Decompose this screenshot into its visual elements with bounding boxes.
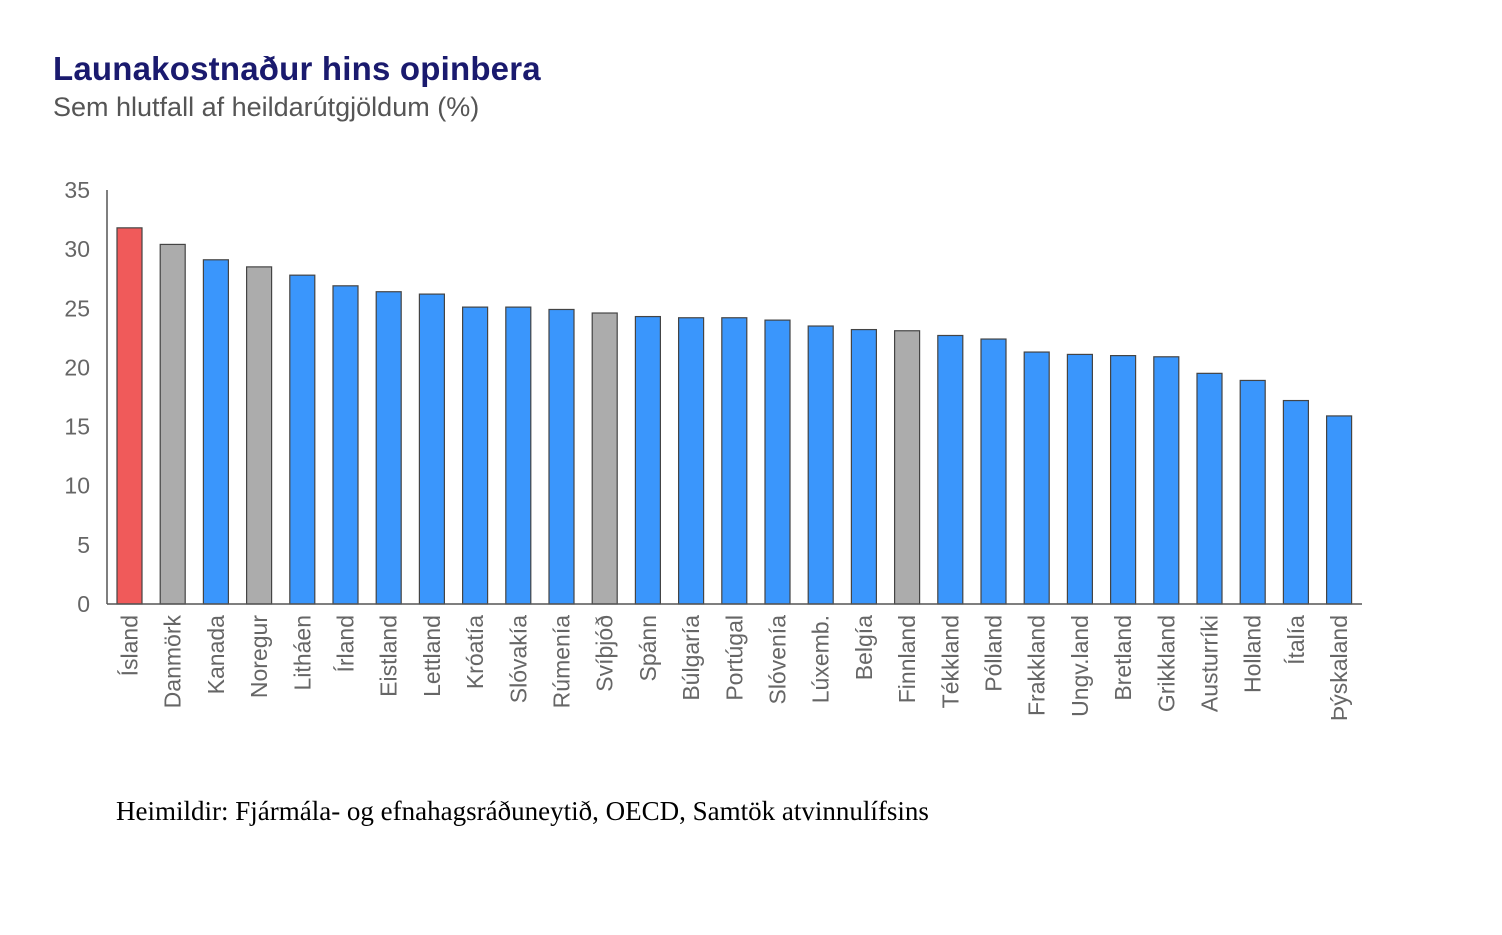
bar-Portúgal <box>721 317 748 605</box>
bar-Búlgaría <box>677 317 705 605</box>
x-category-label: Frakkland <box>1024 615 1050 716</box>
x-category-label: Portúgal <box>721 615 747 701</box>
bar-Grikkland <box>1153 356 1180 605</box>
y-tick-label: 5 <box>77 532 90 558</box>
x-category-label: Belgía <box>851 615 877 680</box>
source-note: Heimildir: Fjármála- og efnahagsráðuneyt… <box>116 796 929 826</box>
bar-Tékkland <box>937 334 964 605</box>
x-category-label: Bretland <box>1110 615 1136 701</box>
x-category-label: Lettland <box>419 615 445 697</box>
bar-Litháen <box>289 274 316 605</box>
bar-Ítalía <box>1282 399 1310 605</box>
bar-Danmörk <box>159 243 186 605</box>
bar-Lúxemb. <box>807 325 834 605</box>
bar-Lettland <box>418 293 445 605</box>
bar-Spánn <box>634 315 662 605</box>
x-category-label: Noregur <box>246 615 272 698</box>
x-category-label: Grikkland <box>1153 615 1179 712</box>
x-category-label: Ungv.land <box>1067 615 1093 717</box>
y-tick-label: 25 <box>64 295 90 321</box>
bar-Ungv.land <box>1066 353 1094 605</box>
x-category-label: Spánn <box>635 615 661 682</box>
y-tick-label: 15 <box>64 414 90 440</box>
x-category-label: Ísland <box>117 615 143 676</box>
x-category-label: Danmörk <box>160 615 186 709</box>
x-category-label: Króatía <box>462 615 488 689</box>
y-tick-label: 10 <box>64 473 90 499</box>
bar-Þýskaland <box>1325 415 1353 605</box>
bar-Eistland <box>375 291 402 605</box>
bar-Rúmenía <box>548 308 575 605</box>
bar-Frakkland <box>1023 351 1050 605</box>
bar-Svíþjóð <box>591 312 618 605</box>
x-category-label: Austurríki <box>1197 615 1223 712</box>
bar-Austurríki <box>1196 372 1223 605</box>
x-category-label: Finnland <box>894 615 920 703</box>
bar-Ísland <box>116 227 143 605</box>
bar-Finnland <box>893 330 921 605</box>
x-category-label: Eistland <box>376 615 402 697</box>
bar-Slóvenía <box>764 319 791 605</box>
y-tick-label: 35 <box>64 177 90 203</box>
x-category-label: Holland <box>1240 615 1266 693</box>
x-category-label: Slóvenía <box>765 615 791 705</box>
chart-title: Launakostnaður hins opinbera <box>53 50 541 87</box>
chart-subtitle: Sem hlutfall af heildarútgjöldum (%) <box>53 92 480 122</box>
bar-Írland <box>332 285 359 605</box>
x-category-label: Pólland <box>981 615 1007 692</box>
x-category-label: Rúmenía <box>549 615 575 709</box>
y-tick-label: 0 <box>77 591 90 617</box>
bar-Noregur <box>246 266 273 605</box>
y-tick-label: 20 <box>64 354 90 380</box>
x-category-label: Þýskaland <box>1326 615 1352 721</box>
y-tick-label: 30 <box>64 236 90 262</box>
x-category-label: Ítalía <box>1283 615 1309 665</box>
bar-Króatía <box>462 306 489 605</box>
x-category-label: Svíþjóð <box>592 615 618 692</box>
x-category-label: Slóvakía <box>505 615 531 703</box>
x-category-label: Lúxemb. <box>808 615 834 703</box>
bar-Pólland <box>980 338 1007 605</box>
x-category-label: Búlgaría <box>678 615 704 701</box>
bar-Bretland <box>1109 355 1137 605</box>
x-category-label: Tékkland <box>937 615 963 708</box>
bar-Kanada <box>202 259 229 605</box>
x-category-label: Litháen <box>289 615 315 690</box>
bar-Belgía <box>850 328 878 605</box>
bar-Slóvakía <box>505 306 532 605</box>
x-category-label: Írland <box>333 615 359 673</box>
bar-Holland <box>1239 379 1266 605</box>
x-category-label: Kanada <box>203 615 229 695</box>
